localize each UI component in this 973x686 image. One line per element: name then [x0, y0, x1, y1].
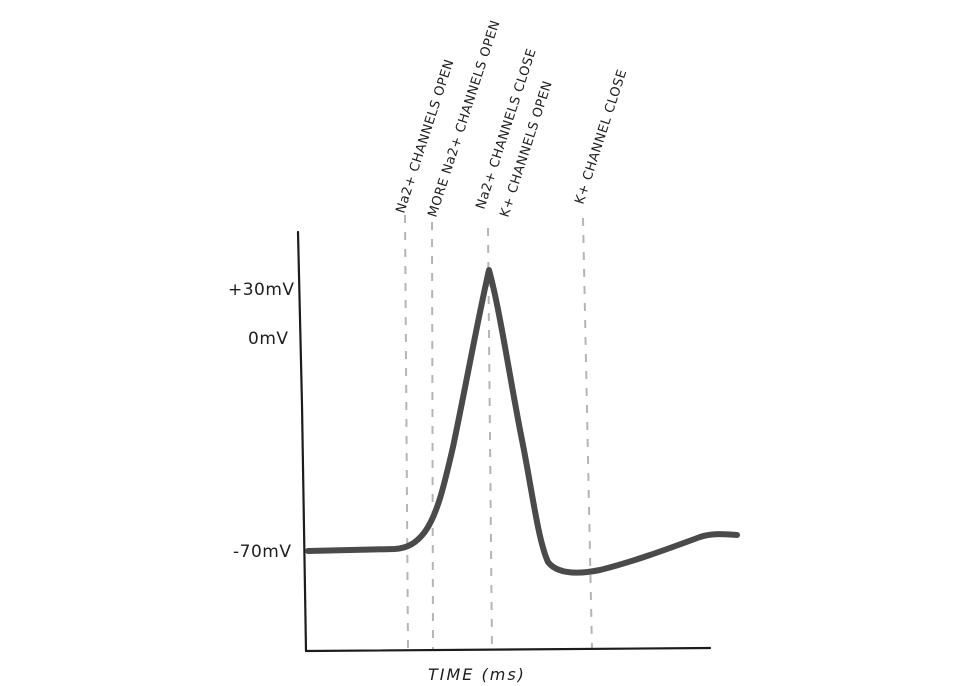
- y-label-plus30: +30mV: [228, 280, 295, 300]
- guide-na-open: [404, 214, 409, 651]
- x-axis: [304, 646, 712, 653]
- guide-na-close-k-open: [487, 227, 493, 651]
- y-label-minus70: -70mV: [233, 542, 291, 562]
- y-axis: [296, 230, 308, 653]
- guide-k-close: [582, 217, 593, 651]
- y-label-zero: 0mV: [248, 329, 289, 349]
- action-potential-curve: [305, 267, 740, 576]
- guide-more-na-open: [431, 221, 434, 651]
- annotation-k-channel-close: K+ CHANNEL CLOSE: [573, 68, 631, 207]
- x-axis-label: TIME (ms): [428, 665, 526, 684]
